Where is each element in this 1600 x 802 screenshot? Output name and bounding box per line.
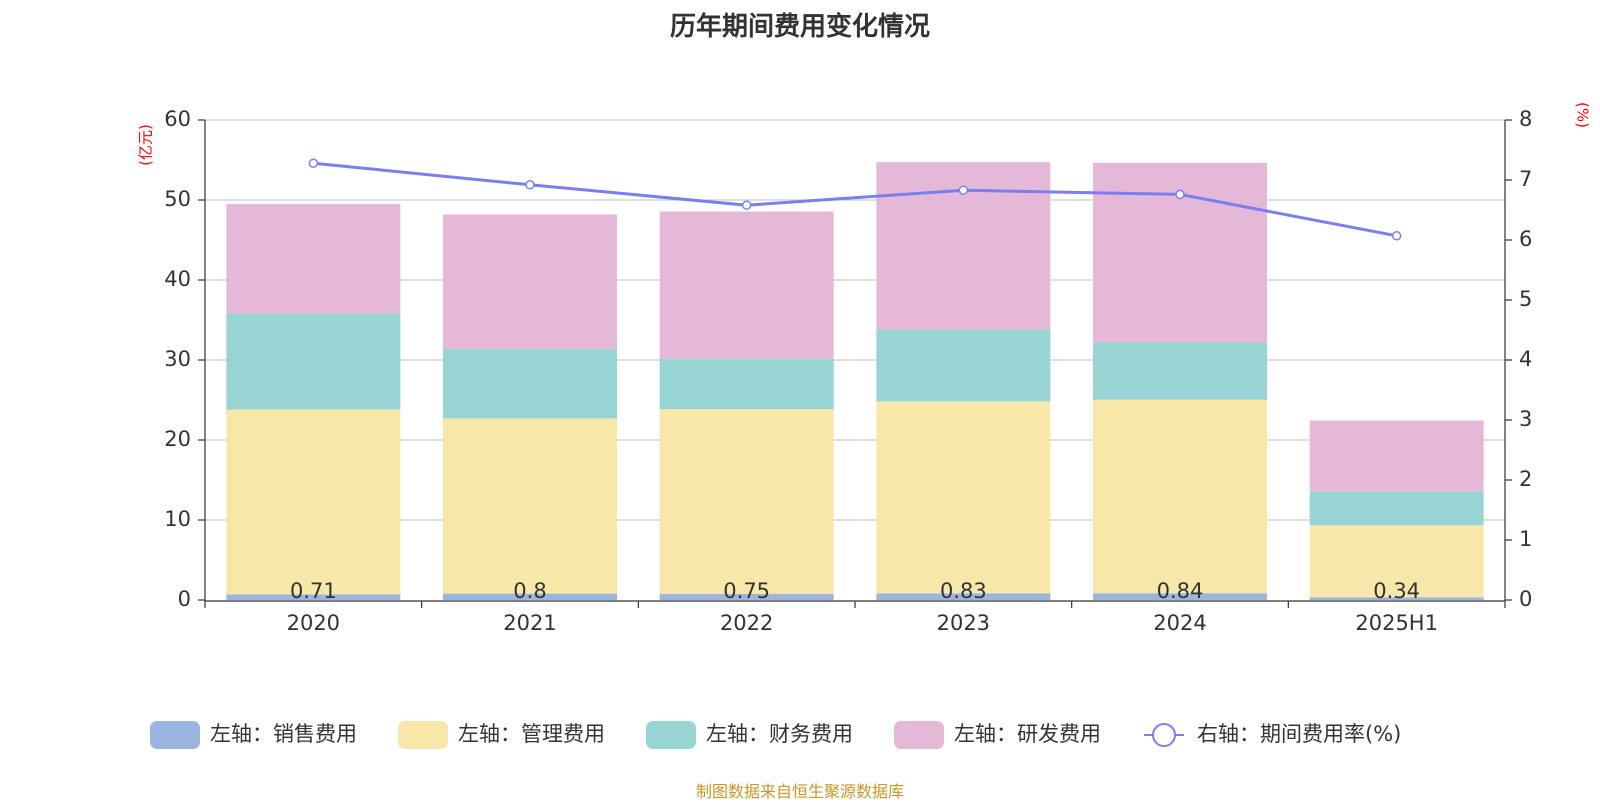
x-tick-label: 2020	[287, 611, 340, 635]
right-tick-label: 4	[1519, 347, 1532, 371]
rate-line	[308, 158, 1402, 241]
right-tick-label: 2	[1519, 467, 1532, 491]
data-source-note: 制图数据来自恒生聚源数据库	[695, 782, 904, 801]
legend-swatch	[150, 721, 200, 749]
grid-lines	[205, 119, 1505, 521]
legend-label: 左轴：管理费用	[458, 722, 605, 746]
legend-marker	[1152, 723, 1176, 747]
legend-label: 右轴：期间费用率(%)	[1197, 722, 1401, 746]
rate-line-path	[313, 161, 1397, 238]
right-tick-label: 0	[1519, 587, 1532, 611]
bar-segment	[1309, 525, 1484, 598]
left-tick-label: 60	[164, 107, 191, 131]
bar-segment	[659, 409, 834, 594]
bar-segment	[659, 594, 834, 600]
bar-segment	[876, 401, 1051, 594]
bar-segment	[659, 358, 834, 410]
left-tick-label: 10	[164, 507, 191, 531]
bar-segment	[1309, 597, 1484, 600]
rate-point	[525, 180, 535, 190]
left-tick-label: 30	[164, 347, 191, 371]
left-tick-label: 40	[164, 267, 191, 291]
legend-swatch	[398, 721, 448, 749]
bar-segment	[1093, 399, 1267, 594]
right-tick-label: 5	[1519, 287, 1532, 311]
axes: 0 10 20 30 40 50 60 0 1 2 3 4 5 6 7 8 2020 2021 2022 2023 20…	[164, 107, 1532, 635]
bar-segment	[876, 329, 1051, 402]
bar-data-label: 0.34	[1373, 579, 1420, 603]
bar-segment	[659, 211, 834, 359]
rate-point	[958, 185, 969, 195]
x-tick-label: 2025H1	[1355, 611, 1438, 635]
bar-segment	[443, 418, 617, 594]
x-tick-label: 2021	[503, 611, 556, 635]
bar-segment	[1093, 342, 1267, 400]
legend: 左轴：销售费用 左轴：管理费用 左轴：财务费用 左轴：研发费用 右轴：期间费用率(%)	[150, 721, 1401, 749]
rate-point	[741, 200, 752, 210]
left-tick-label: 0	[178, 587, 191, 611]
legend-swatch	[894, 721, 944, 749]
left-tick-label: 50	[164, 187, 191, 211]
bar-segment	[443, 593, 617, 600]
legend-label: 左轴：销售费用	[210, 722, 357, 746]
bar-segment	[226, 409, 401, 595]
left-axis-unit: (亿元)	[137, 124, 155, 166]
rate-point	[1391, 231, 1402, 241]
legend-label: 左轴：财务费用	[706, 722, 853, 746]
bar-segment	[1309, 420, 1484, 492]
bar-segment	[1309, 491, 1484, 526]
right-tick-label: 1	[1519, 527, 1532, 551]
right-tick-label: 3	[1519, 407, 1532, 431]
left-tick-label: 20	[164, 427, 191, 451]
x-tick-label: 2023	[937, 611, 990, 635]
right-axis-unit: (%)	[1574, 102, 1592, 128]
legend-label: 左轴：研发费用	[954, 722, 1101, 746]
bar-segment	[1093, 593, 1267, 600]
bar-segment	[226, 594, 401, 600]
chart-title: 历年期间费用变化情况	[669, 12, 930, 42]
x-tick-label: 2024	[1153, 611, 1206, 635]
bar-segment	[226, 203, 401, 314]
bar-data-label: 0.83	[940, 579, 987, 603]
right-tick-label: 6	[1519, 227, 1532, 251]
bar-data-label: 0.84	[1157, 579, 1204, 603]
bars	[226, 162, 1484, 600]
right-tick-label: 8	[1519, 107, 1532, 131]
x-tick-label: 2022	[720, 611, 773, 635]
bar-segment	[876, 593, 1051, 600]
legend-swatch	[646, 721, 696, 749]
bar-data-label: 0.75	[723, 579, 770, 603]
rate-point	[1175, 189, 1185, 200]
bar-segment	[443, 348, 617, 419]
bar-data-label: 0.8	[513, 579, 546, 603]
rate-point	[308, 158, 319, 168]
right-tick-label: 7	[1519, 167, 1532, 191]
bar-segment	[443, 214, 617, 349]
bar-data-label: 0.71	[290, 579, 337, 603]
bar-labels: 0.71 0.8 0.75 0.83 0.84 0.34	[290, 579, 1420, 603]
bar-segment	[226, 313, 401, 410]
